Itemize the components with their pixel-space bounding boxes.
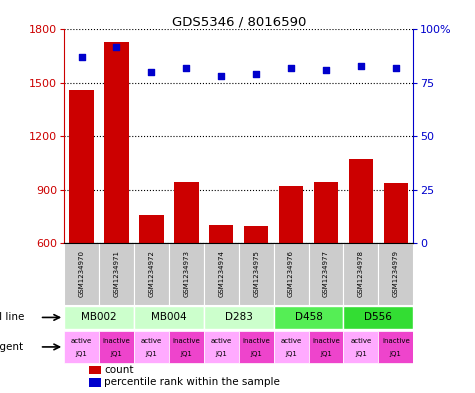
Text: active: active [210, 338, 232, 344]
Bar [349, 159, 373, 350]
Bar [379, 331, 413, 363]
Text: inactive: inactive [382, 338, 409, 344]
Bar [309, 243, 343, 305]
Bar [174, 182, 199, 350]
Bar [274, 243, 309, 305]
Bar [169, 331, 204, 363]
Bar [204, 331, 238, 363]
Text: GSM1234971: GSM1234971 [114, 250, 120, 298]
Bar [279, 186, 303, 350]
Text: GSM1234972: GSM1234972 [148, 250, 154, 298]
Point [78, 54, 86, 61]
Text: JQ1: JQ1 [180, 351, 192, 357]
Bar [134, 243, 169, 305]
Text: active: active [350, 338, 371, 344]
Bar [99, 243, 134, 305]
Text: GSM1234979: GSM1234979 [393, 250, 399, 298]
Bar [64, 306, 134, 329]
Text: JQ1: JQ1 [215, 351, 227, 357]
Text: inactive: inactive [312, 338, 340, 344]
Bar [169, 243, 204, 305]
Title: GDS5346 / 8016590: GDS5346 / 8016590 [171, 15, 306, 28]
Bar [139, 215, 163, 350]
Bar [274, 306, 343, 329]
Text: inactive: inactive [103, 338, 130, 344]
Text: JQ1: JQ1 [320, 351, 332, 357]
Text: GSM1234973: GSM1234973 [183, 250, 190, 298]
Point [182, 65, 190, 71]
Text: percentile rank within the sample: percentile rank within the sample [104, 378, 280, 387]
Text: JQ1: JQ1 [355, 351, 367, 357]
Text: D283: D283 [225, 312, 253, 322]
Bar [134, 331, 169, 363]
Text: inactive: inactive [172, 338, 200, 344]
Bar [99, 331, 134, 363]
Bar [104, 42, 129, 350]
Bar [88, 378, 101, 387]
Text: cell line: cell line [0, 312, 24, 322]
Bar [134, 306, 204, 329]
Bar [244, 226, 268, 350]
Bar [314, 182, 338, 350]
Point [218, 73, 225, 80]
Text: JQ1: JQ1 [250, 351, 262, 357]
Text: active: active [280, 338, 302, 344]
Bar [343, 331, 379, 363]
Bar [64, 331, 99, 363]
Text: MB004: MB004 [151, 312, 187, 322]
Point [392, 65, 399, 71]
Bar [238, 243, 274, 305]
Text: GSM1234970: GSM1234970 [78, 250, 85, 298]
Text: inactive: inactive [242, 338, 270, 344]
Text: JQ1: JQ1 [76, 351, 87, 357]
Bar [379, 243, 413, 305]
Text: active: active [141, 338, 162, 344]
Bar [343, 306, 413, 329]
Text: GSM1234974: GSM1234974 [218, 250, 224, 298]
Text: JQ1: JQ1 [145, 351, 157, 357]
Bar [69, 90, 94, 350]
Text: D458: D458 [294, 312, 323, 322]
Text: GSM1234975: GSM1234975 [253, 250, 259, 298]
Text: JQ1: JQ1 [111, 351, 123, 357]
Text: JQ1: JQ1 [390, 351, 402, 357]
Point [252, 71, 260, 77]
Point [113, 43, 120, 50]
Bar [274, 331, 309, 363]
Bar [309, 331, 343, 363]
Bar [204, 306, 274, 329]
Bar [88, 366, 101, 375]
Point [148, 69, 155, 75]
Point [287, 65, 295, 71]
Text: JQ1: JQ1 [285, 351, 297, 357]
Text: D556: D556 [364, 312, 392, 322]
Bar [64, 243, 99, 305]
Text: MB002: MB002 [81, 312, 117, 322]
Point [322, 67, 330, 73]
Bar [384, 184, 408, 350]
Bar [209, 225, 233, 350]
Text: active: active [71, 338, 92, 344]
Bar [343, 243, 379, 305]
Point [357, 62, 365, 69]
Text: GSM1234978: GSM1234978 [358, 250, 364, 298]
Text: agent: agent [0, 342, 24, 352]
Text: GSM1234977: GSM1234977 [323, 250, 329, 298]
Bar [204, 243, 238, 305]
Text: GSM1234976: GSM1234976 [288, 250, 294, 298]
Text: count: count [104, 365, 134, 375]
Bar [238, 331, 274, 363]
